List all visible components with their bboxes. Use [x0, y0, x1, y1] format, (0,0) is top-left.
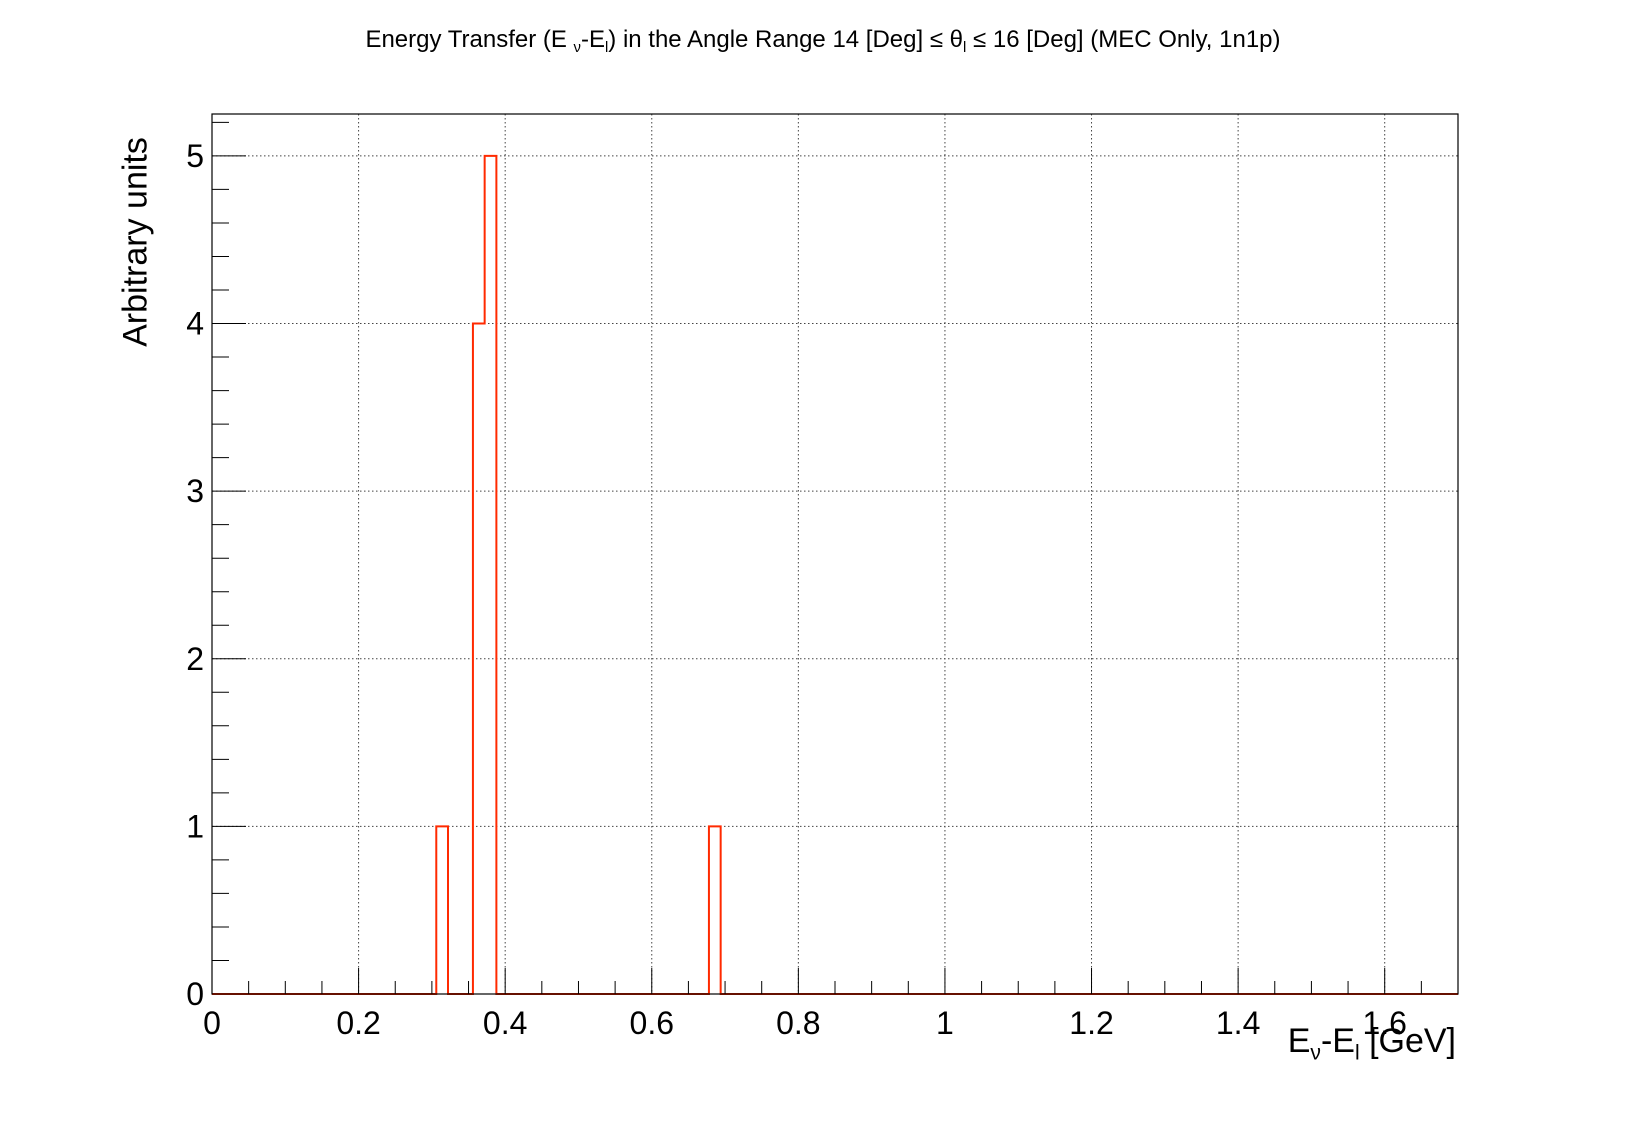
- y-tick-label: 0: [186, 976, 204, 1012]
- title-subscript: l: [963, 40, 967, 57]
- histogram-outline: [212, 154, 1458, 995]
- x-tick-label: 0.2: [336, 1005, 380, 1041]
- title-text-part: ) in the Angle Range 14 [Deg] ≤ θ: [608, 26, 964, 53]
- x-tick-label: 0.8: [776, 1005, 820, 1041]
- title-subscript: l: [604, 40, 609, 57]
- x-tick-label: 0.4: [483, 1005, 527, 1041]
- x-tick-label: 1.6: [1362, 1005, 1406, 1041]
- histogram-bin: [709, 826, 721, 994]
- y-tick-label: 4: [186, 306, 204, 342]
- axes: [211, 113, 1459, 995]
- tick-marks: [211, 121, 1459, 995]
- histogram-series: [212, 154, 1458, 995]
- histogram-bin: [436, 826, 448, 994]
- y-axis-label: Arbitrary units: [116, 137, 155, 347]
- xlabel-subscript: l: [1354, 1041, 1360, 1065]
- y-tick-label: 2: [186, 641, 204, 677]
- x-tick-label: 1: [936, 1005, 954, 1041]
- xlabel-subscript: ν: [1310, 1041, 1321, 1065]
- x-tick-label: 0: [203, 1005, 221, 1041]
- histogram-bin: [485, 156, 497, 994]
- x-axis-label: Eν-El [GeV]: [1288, 1022, 1456, 1065]
- y-tick-label: 3: [186, 473, 204, 509]
- title-text-part: Energy Transfer (E: [365, 26, 574, 53]
- grid-lines: [212, 114, 1458, 994]
- histogram-bin: [473, 324, 485, 994]
- plot-frame: [211, 113, 1459, 995]
- xlabel-text-part: [GeV]: [1359, 1022, 1456, 1060]
- y-tick-label: 5: [186, 138, 204, 174]
- x-tick-label: 1.2: [1069, 1005, 1113, 1041]
- tick-labels: 0 0.2 0.4 0.6 0.8 1 1.2 1.4 1.6 0 1 2 3 4 5: [186, 138, 1407, 1041]
- xlabel-text-part: E: [1287, 1022, 1311, 1060]
- x-tick-label: 0.6: [630, 1005, 674, 1041]
- title-subscript: ν: [573, 40, 581, 57]
- chart-title: Energy Transfer (E ν-El) in the Angle Ra…: [0, 26, 1646, 56]
- title-text-part: -E: [580, 26, 605, 53]
- xlabel-text-part: -E: [1320, 1022, 1355, 1060]
- x-tick-label: 1.4: [1216, 1005, 1260, 1041]
- y-tick-label: 1: [186, 808, 204, 844]
- title-text-part: ≤ 16 [Deg] (MEC Only, 1n1p): [966, 26, 1281, 53]
